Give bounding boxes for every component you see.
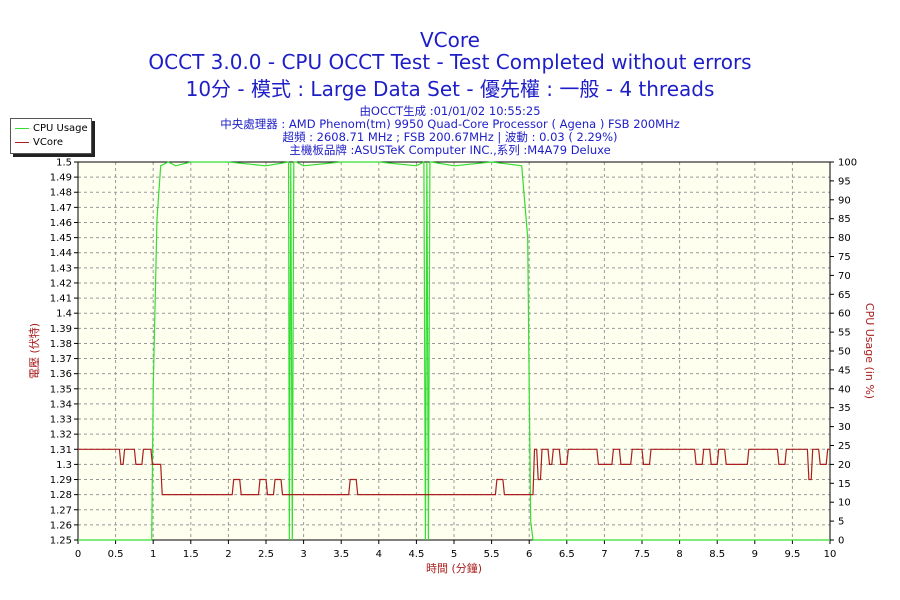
y-left-tick-label: 1.33: [50, 415, 72, 426]
y-left-tick-label: 1.25: [50, 536, 72, 547]
y-right-tick-label: 95: [838, 176, 851, 187]
y-left-tick-label: 1.29: [50, 475, 72, 486]
legend-label-vcore: VCore: [33, 137, 63, 148]
x-tick-label: 2.5: [258, 549, 274, 560]
y-right-tick-label: 10: [838, 498, 851, 509]
y-right-tick-label: 55: [838, 328, 851, 339]
x-tick-label: 4.5: [408, 549, 424, 560]
series-line-vcore: [78, 448, 830, 496]
legend-label-cpu-usage: CPU Usage: [33, 123, 88, 134]
y-left-tick-label: 1.36: [50, 369, 72, 380]
y-left-tick-label: 1.5: [56, 158, 72, 169]
y-left-tick-label: 1.34: [50, 399, 72, 410]
y-left-tick-label: 1.39: [50, 324, 72, 335]
chart-title: VCore: [420, 28, 480, 52]
x-tick-label: 9.5: [784, 549, 800, 560]
y-left-tick-label: 1.38: [50, 339, 72, 350]
y-right-tick-label: 85: [838, 214, 851, 225]
y-right-tick-label: 15: [838, 479, 851, 490]
x-tick-label: 1.5: [183, 549, 199, 560]
y-left-tick-label: 1.32: [50, 430, 72, 441]
y-left-tick-label: 1.49: [50, 173, 72, 184]
y-right-tick-label: 60: [838, 309, 851, 320]
y-left-axis-label: 電壓 (伏特): [27, 323, 41, 379]
meta-line-4: 主機板品牌 :ASUSTeK Computer INC.,系列 :M4A79 D…: [289, 143, 611, 157]
y-left-tick-label: 1.28: [50, 490, 72, 501]
y-left-tick-label: 1.37: [50, 354, 72, 365]
y-right-tick-label: 70: [838, 271, 851, 282]
y-right-tick-label: 35: [838, 403, 851, 414]
y-left-tick-label: 1.47: [50, 203, 72, 214]
legend-swatch-vcore: [15, 141, 29, 143]
y-left-tick-label: 1.27: [50, 505, 72, 516]
y-right-tick-label: 5: [838, 517, 844, 528]
legend: CPU Usage VCore: [10, 118, 92, 154]
y-right-tick-label: 45: [838, 365, 851, 376]
y-right-tick-label: 30: [838, 422, 851, 433]
y-right-tick-label: 80: [838, 233, 851, 244]
y-left-tick-label: 1.4: [56, 309, 72, 320]
y-right-tick-label: 0: [838, 536, 844, 547]
series-line-cpu-usage: [78, 161, 830, 541]
chart-subtitle-1: OCCT 3.0.0 - CPU OCCT Test - Test Comple…: [148, 50, 752, 74]
y-right-tick-label: 25: [838, 441, 851, 452]
x-tick-label: 7.5: [634, 549, 650, 560]
meta-line-1: 由OCCT生成 :01/01/02 10:55:25: [359, 104, 541, 118]
y-right-tick-label: 90: [838, 195, 851, 206]
meta-line-2: 中央處理器 : AMD Phenom(tm) 9950 Quad-Core Pr…: [220, 117, 680, 131]
x-tick-label: 9: [752, 549, 758, 560]
x-tick-label: 4: [376, 549, 382, 560]
y-right-tick-label: 20: [838, 460, 851, 471]
y-left-tick-label: 1.42: [50, 278, 72, 289]
y-right-axis-label: CPU Usage (in %): [863, 303, 876, 399]
x-tick-label: 3: [300, 549, 306, 560]
y-left-tick-label: 1.31: [50, 445, 72, 456]
x-axis-label: 時間 (分鐘): [426, 561, 482, 575]
x-tick-label: 8: [676, 549, 682, 560]
y-left-tick-label: 1.43: [50, 263, 72, 274]
x-tick-label: 6.5: [559, 549, 575, 560]
x-tick-label: 0.5: [108, 549, 124, 560]
x-tick-label: 5.5: [484, 549, 500, 560]
y-left-tick-label: 1.35: [50, 384, 72, 395]
y-right-tick-label: 75: [838, 252, 851, 263]
y-right-tick-label: 100: [838, 158, 857, 169]
y-left-tick-label: 1.46: [50, 218, 72, 229]
y-left-tick-label: 1.41: [50, 294, 72, 305]
y-left-tick-label: 1.26: [50, 520, 72, 531]
y-left-tick-label: 1.45: [50, 233, 72, 244]
x-tick-label: 2: [225, 549, 231, 560]
y-left-tick-label: 1.44: [50, 248, 72, 259]
x-tick-label: 0: [75, 549, 81, 560]
x-tick-label: 1: [150, 549, 156, 560]
y-left-tick-label: 1.3: [56, 460, 72, 471]
legend-item-cpu-usage: CPU Usage: [15, 122, 88, 136]
plot-border: [77, 161, 831, 541]
y-left-tick-label: 1.48: [50, 188, 72, 199]
x-tick-label: 10: [824, 549, 837, 560]
chart-subtitle-2: 10分 - 模式 : Large Data Set - 優先權 : 一般 - 4…: [185, 77, 715, 101]
x-tick-label: 7: [601, 549, 607, 560]
x-tick-label: 5: [451, 549, 457, 560]
x-tick-label: 8.5: [709, 549, 725, 560]
legend-item-vcore: VCore: [15, 136, 63, 150]
meta-line-3: 超頻 : 2608.71 MHz ; FSB 200.67MHz | 波動 : …: [282, 130, 618, 144]
x-tick-label: 3.5: [333, 549, 349, 560]
legend-swatch-cpu-usage: [15, 127, 29, 129]
x-tick-label: 6: [526, 549, 532, 560]
y-right-tick-label: 50: [838, 347, 851, 358]
y-right-tick-label: 40: [838, 384, 851, 395]
y-right-tick-label: 65: [838, 290, 851, 301]
